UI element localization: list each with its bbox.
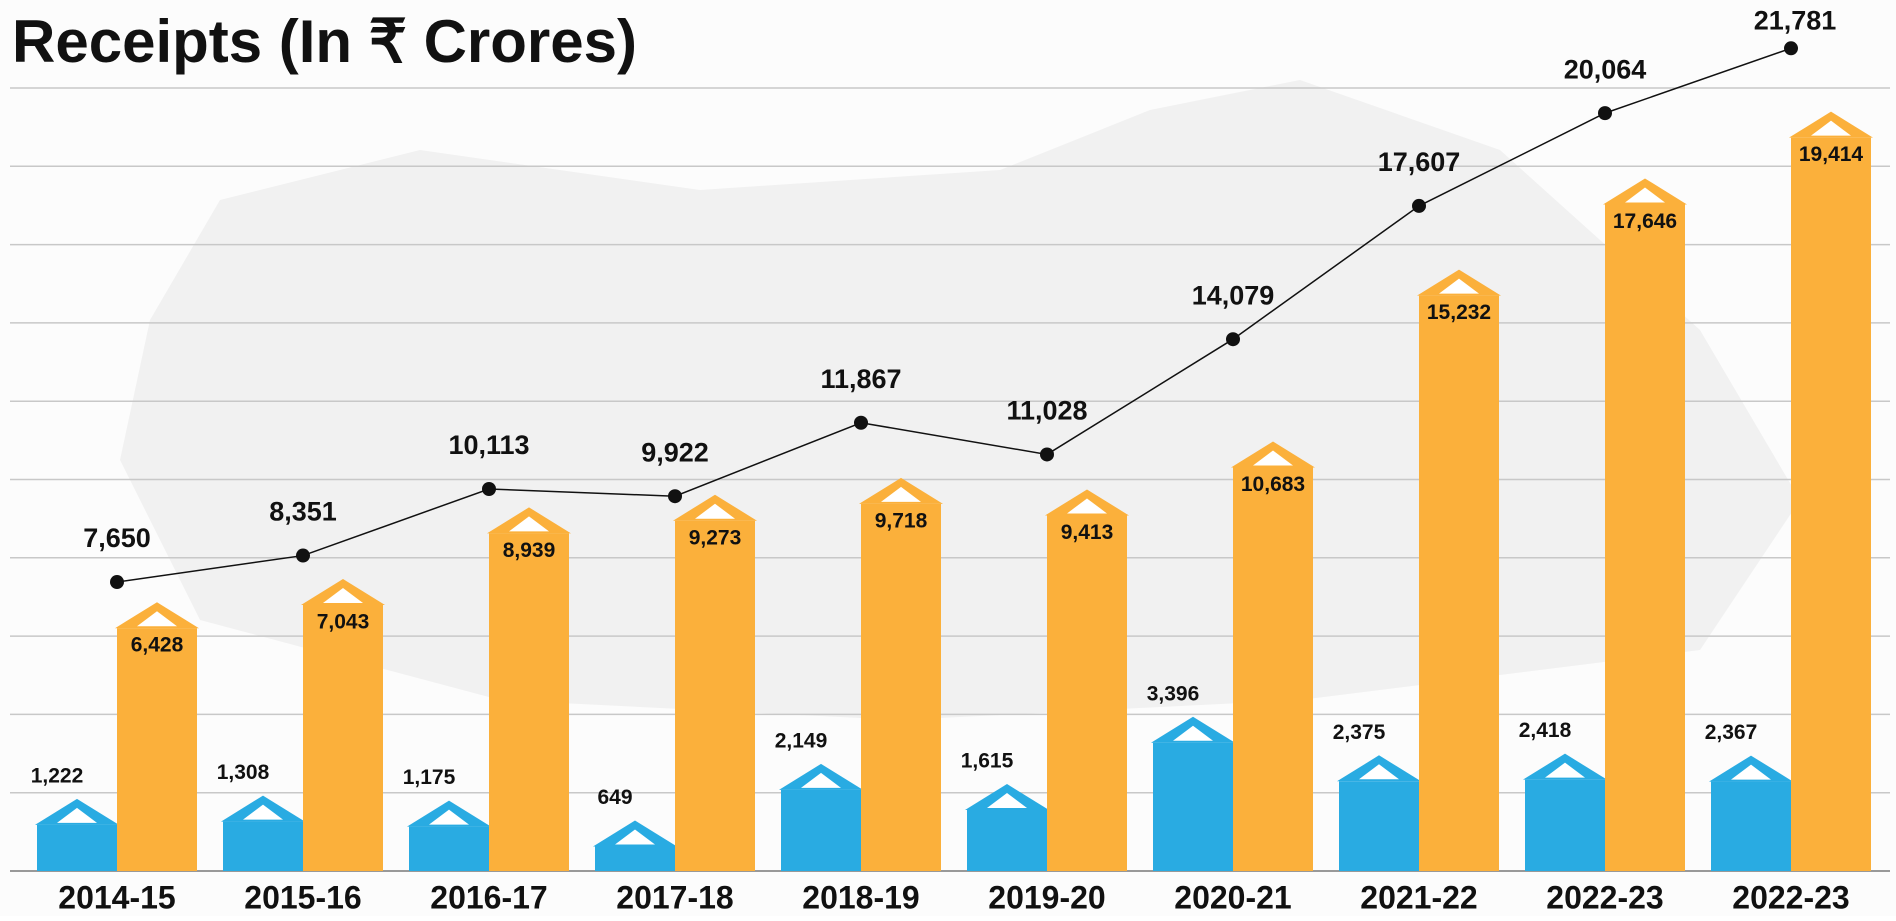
roof-inner (1811, 120, 1851, 136)
data-label: 11,867 (820, 364, 901, 394)
line-point (296, 548, 310, 563)
roof-inner (1545, 762, 1585, 778)
line-point (1598, 106, 1612, 121)
x-tick-label: 2018-19 (802, 879, 919, 915)
bar (1525, 779, 1605, 871)
data-label: 9,922 (641, 437, 709, 467)
roof-inner (1253, 450, 1293, 466)
roof-inner (987, 792, 1027, 808)
data-label: 9,718 (875, 509, 928, 532)
data-label: 10,683 (1241, 473, 1305, 496)
roof-inner (695, 503, 735, 519)
bar (1047, 515, 1127, 871)
bar (1153, 742, 1233, 871)
data-label: 7,650 (83, 523, 151, 553)
roof-inner (1173, 725, 1213, 741)
data-label: 2,149 (775, 729, 828, 752)
data-label: 7,043 (317, 611, 370, 634)
line-point (854, 415, 868, 430)
x-tick-label: 2021-22 (1360, 879, 1477, 915)
bar (37, 824, 117, 871)
bar (409, 826, 489, 871)
roof-inner (1625, 187, 1665, 203)
data-label: 19,414 (1799, 143, 1864, 166)
x-tick-label: 2014-15 (58, 879, 175, 915)
roof-inner (429, 809, 469, 825)
bar (223, 821, 303, 871)
roof-inner (801, 772, 841, 788)
line-point (668, 489, 682, 504)
bar (675, 520, 755, 871)
data-label: 649 (597, 786, 632, 809)
roof-inner (243, 804, 283, 820)
x-tick-label: 2019-20 (988, 879, 1105, 915)
data-label: 20,064 (1564, 54, 1647, 84)
data-label: 1,175 (403, 766, 456, 789)
data-label: 2,367 (1705, 721, 1758, 744)
bar (1605, 204, 1685, 871)
line-point (1226, 332, 1240, 347)
roof-inner (1067, 498, 1107, 514)
bar (595, 846, 675, 871)
bar (1233, 467, 1313, 871)
data-label: 21,781 (1754, 5, 1837, 35)
bar (861, 503, 941, 871)
x-tick-label: 2020-21 (1174, 879, 1291, 915)
bar (303, 604, 383, 871)
line-point (1040, 447, 1054, 462)
x-tick-label: 2015-16 (244, 879, 361, 915)
data-label: 2,418 (1519, 719, 1572, 742)
roof-inner (1731, 764, 1771, 780)
data-label: 1,615 (961, 750, 1014, 773)
data-label: 6,428 (131, 634, 184, 657)
data-label: 9,273 (689, 526, 742, 549)
bar (489, 533, 569, 871)
data-label: 11,028 (1006, 396, 1087, 426)
data-label: 10,113 (448, 430, 529, 460)
bar (117, 628, 197, 871)
x-tick-label: 2017-18 (616, 879, 733, 915)
roof-inner (137, 611, 177, 627)
roof-inner (509, 516, 549, 532)
data-label: 1,308 (217, 761, 270, 784)
data-label: 9,413 (1061, 521, 1114, 544)
chart-title: Receipts (In ₹ Crores) (12, 8, 637, 75)
roof-inner (881, 486, 921, 502)
bar (1339, 781, 1419, 871)
x-tick-label: 2016-17 (430, 879, 547, 915)
line (116, 47, 1792, 583)
data-label: 17,607 (1378, 147, 1461, 177)
data-label: 2,375 (1333, 721, 1386, 744)
roof-inner (57, 807, 97, 823)
data-label: 1,222 (31, 764, 84, 787)
bar (1791, 137, 1871, 871)
bar (967, 809, 1047, 871)
data-label: 8,939 (503, 539, 556, 562)
data-label: 3,396 (1147, 682, 1200, 705)
data-label: 8,351 (269, 497, 337, 527)
roof-inner (1439, 278, 1479, 294)
line-point (110, 575, 124, 590)
roof-inner (1359, 764, 1399, 780)
data-label: 17,646 (1613, 210, 1677, 233)
data-label: 14,079 (1192, 280, 1275, 310)
line-point (1784, 41, 1798, 56)
bar (1711, 781, 1791, 871)
bar (1419, 295, 1499, 871)
roof-inner (323, 587, 363, 603)
roof-inner (615, 829, 655, 845)
bar (781, 789, 861, 871)
x-tick-label: 2022-23 (1546, 879, 1663, 915)
data-label: 15,232 (1427, 301, 1491, 324)
line-point (482, 482, 496, 497)
x-tick-label: 2022-23 (1732, 879, 1849, 915)
line-point (1412, 198, 1426, 213)
